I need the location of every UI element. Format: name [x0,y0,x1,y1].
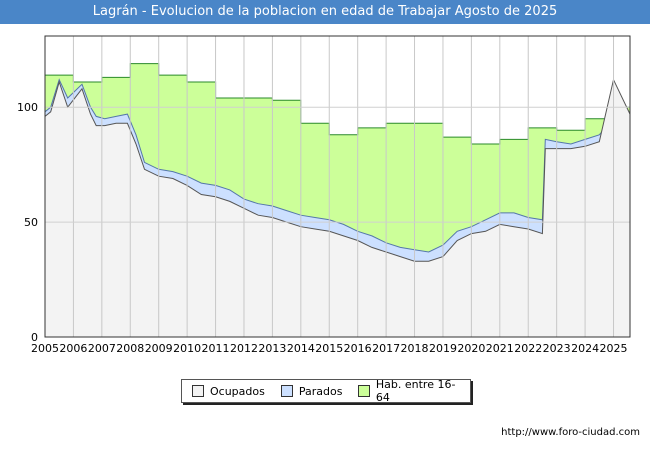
legend-swatch-ocupados [192,385,204,397]
legend-label-hab: Hab. entre 16-64 [375,378,456,404]
legend-swatch-parados [280,385,293,397]
x-tick-label: 2014 [287,342,315,354]
legend-item-hab: Hab. entre 16-64 [358,378,464,404]
legend-item-ocupados: Ocupados [192,385,265,398]
x-tick-label: 2018 [401,342,429,354]
x-tick-label: 2020 [457,342,485,354]
series-line-ocupados [44,78,631,262]
series-line-hab-entre-16-64 [45,63,630,145]
plot-frame [44,35,631,338]
x-tick-label: 2010 [173,342,201,354]
y-tick-label: 50 [24,216,38,229]
x-tick-label: 2012 [230,342,258,354]
legend-label-parados: Parados [298,384,343,398]
legend-label-ocupados: Ocupados [210,384,265,398]
x-tick-label: 2017 [372,342,400,354]
series-area-ocupados [45,79,630,337]
x-tick-label: 2025 [600,342,628,354]
chart-title: Lagrán - Evolucion de la poblacion en ed… [0,0,650,24]
x-tick-label: 2013 [258,342,286,354]
x-tick-label: 2011 [202,342,230,354]
legend-item-parados: Parados [280,384,343,398]
x-tick-label: 2005 [31,342,59,354]
legend-swatch-hab [358,385,370,397]
x-tick-label: 2006 [59,342,87,354]
x-tick-label: 2021 [486,342,514,354]
y-tick-label: 0 [31,331,38,344]
x-tick-label: 2015 [315,342,343,354]
series-line-parados [44,78,631,253]
x-tick-label: 2022 [514,342,542,354]
chart-plot: 2005 2006 2007 2008 2009 2010 2011 2012 2013 2014… [17,35,631,354]
chart-legend: Ocupados Parados Hab. entre 16-64 [181,378,471,404]
x-tick-label: 2024 [571,342,599,354]
x-tick-label: 2019 [429,342,457,354]
x-tick-label: 2009 [145,342,173,354]
source-link[interactable]: http://www.foro-ciudad.com [501,427,640,438]
y-tick-label: 100 [17,101,38,114]
x-tick-label: 2016 [344,342,372,354]
x-tick-label: 2008 [116,342,144,354]
x-tick-label: 2007 [88,342,116,354]
x-tick-label: 2023 [543,342,571,354]
